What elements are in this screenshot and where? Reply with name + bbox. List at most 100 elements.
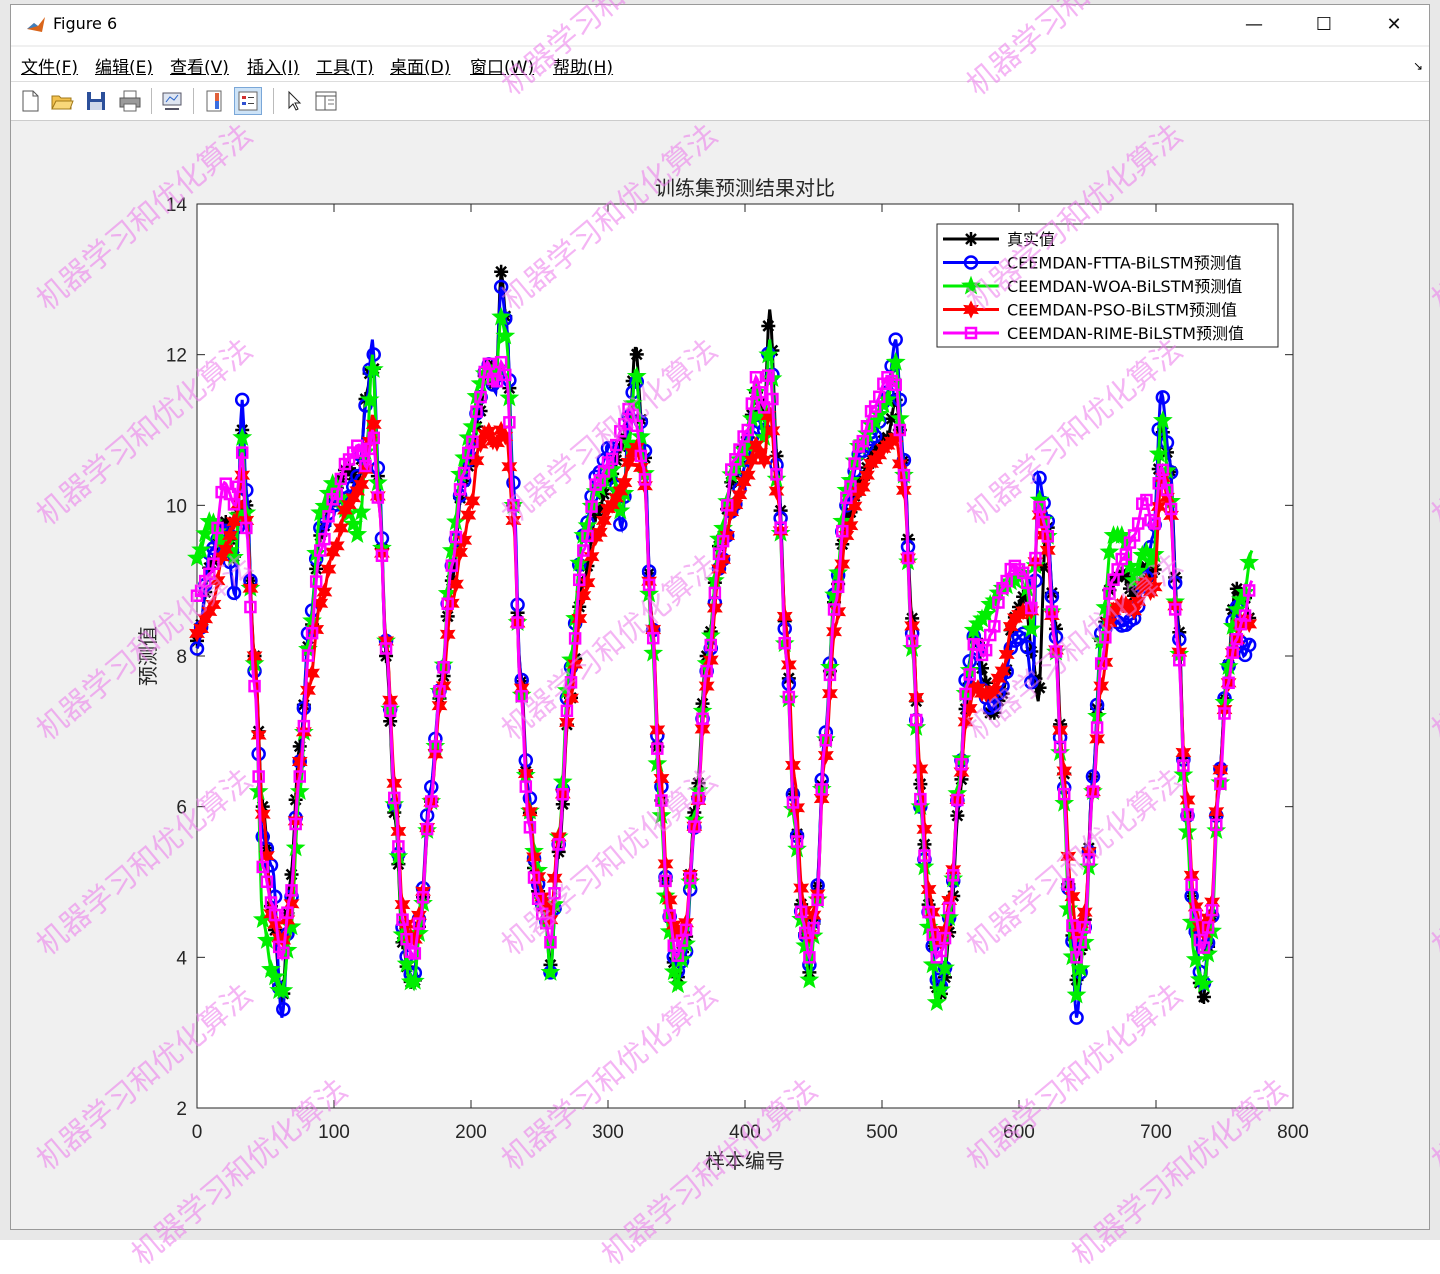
series-marker: [831, 580, 845, 594]
series-marker: [756, 450, 773, 470]
series-marker: [920, 880, 937, 899]
series-marker: [453, 483, 467, 496]
series-marker: [994, 661, 1011, 681]
series-marker: [1156, 463, 1170, 477]
y-tick-label: 6: [176, 798, 187, 819]
series-marker: [351, 501, 372, 521]
series-marker: [609, 438, 623, 452]
series-marker: [612, 481, 629, 501]
toolbar-separator: [273, 88, 274, 114]
legend-marker: [964, 232, 978, 246]
series-marker: [332, 518, 349, 538]
menu-file[interactable]: 文件(F): [21, 58, 79, 78]
maximize-button[interactable]: ☐: [1315, 14, 1333, 35]
series-marker: [844, 480, 857, 493]
series-marker: [277, 946, 290, 960]
series-marker: [995, 686, 1010, 701]
series-marker: [322, 510, 335, 523]
menu-window[interactable]: 窗口(W): [470, 58, 535, 78]
series-marker: [1082, 853, 1096, 866]
menu-insert[interactable]: 插入(I): [247, 58, 300, 78]
menu-view[interactable]: 查看(V): [170, 58, 229, 78]
series-marker: [931, 979, 951, 999]
menu-desktop[interactable]: 桌面(D): [390, 58, 451, 78]
series-marker: [819, 733, 833, 747]
title-bar[interactable]: Figure 6 — ☐ ✕: [11, 5, 1429, 45]
legend-entry: CEEMDAN-WOA-BiLSTM预测值: [1007, 277, 1242, 296]
series-marker: [910, 713, 923, 727]
series-marker: [934, 944, 948, 958]
chart-svg[interactable]: 0 100 200 300 400 500 600 700 800 2 4 6 8 10 12 14 训练集预测…: [11, 121, 1429, 1229]
series-marker: [757, 401, 771, 414]
series-marker: [716, 534, 730, 548]
series-marker: [560, 704, 574, 718]
series-marker: [1000, 574, 1013, 588]
series-marker: [663, 909, 676, 922]
series-marker: [827, 603, 841, 616]
series-marker: [1181, 808, 1194, 821]
save-icon[interactable]: [83, 88, 109, 114]
series-marker: [232, 427, 253, 446]
series-marker: [240, 521, 253, 535]
series-marker: [762, 369, 775, 382]
series-marker: [1210, 818, 1223, 832]
series-marker: [226, 585, 242, 601]
series-marker: [786, 796, 800, 809]
series-marker: [651, 742, 664, 755]
series-marker: [626, 365, 647, 385]
print-icon[interactable]: [117, 88, 143, 114]
series-marker: [1033, 500, 1046, 514]
legend-marker: [964, 326, 978, 340]
series-marker: [758, 344, 779, 364]
series-marker: [235, 446, 249, 459]
select-pointer-icon[interactable]: [281, 88, 307, 114]
series-marker: [1041, 530, 1055, 543]
series-marker: [273, 980, 294, 999]
insert-colorbar-icon[interactable]: [201, 88, 227, 114]
series-marker: [739, 466, 756, 485]
series-marker: [462, 416, 483, 436]
close-button[interactable]: ✕: [1386, 14, 1402, 35]
series-marker: [591, 523, 608, 542]
series-marker: [696, 712, 709, 725]
series-marker: [301, 649, 315, 662]
series-marker: [955, 758, 968, 771]
series-marker: [420, 822, 434, 836]
x-tick-label: 500: [866, 1122, 898, 1143]
figure-canvas-area: 0 100 200 300 400 500 600 700 800 2 4 6 8 10 12 14 训练集预测…: [11, 121, 1429, 1229]
menu-help[interactable]: 帮助(H): [553, 58, 614, 78]
dock-arrow-icon[interactable]: ↘: [1412, 59, 1423, 73]
series-marker: [823, 668, 837, 682]
toolbar-separator: [193, 88, 194, 114]
link-plot-icon[interactable]: [159, 88, 185, 114]
series-marker: [667, 974, 688, 994]
desktop-background: Figure 6 — ☐ ✕ 文件(F) 编辑(E) 查看(V) 插入(I) 工…: [0, 0, 1440, 1240]
series-marker: [1053, 740, 1067, 754]
series-marker: [761, 318, 776, 333]
series-marker: [1078, 920, 1092, 934]
menu-bar: 文件(F) 编辑(E) 查看(V) 插入(I) 工具(T) 桌面(D) 窗口(W…: [11, 47, 1429, 82]
insert-legend-icon[interactable]: [234, 87, 262, 115]
series-marker: [698, 676, 715, 696]
series-marker: [519, 780, 533, 793]
menu-edit[interactable]: 编辑(E): [95, 58, 154, 78]
property-inspector-icon[interactable]: [313, 88, 339, 114]
series-marker: [975, 661, 990, 676]
series-marker: [1205, 903, 1219, 917]
series-marker: [1126, 601, 1142, 620]
series-marker: [634, 449, 648, 463]
open-file-icon[interactable]: [49, 88, 75, 114]
minimize-button[interactable]: —: [1245, 14, 1263, 35]
series-marker: [901, 551, 915, 565]
series-marker: [897, 468, 911, 482]
series-marker: [1131, 517, 1145, 530]
series-marker: [653, 769, 670, 788]
series-marker: [1056, 761, 1073, 781]
series-marker: [843, 505, 858, 520]
menu-tools[interactable]: 工具(T): [316, 58, 374, 78]
series-marker: [1069, 1010, 1084, 1025]
y-tick-label: 10: [166, 496, 187, 517]
series-marker: [1185, 878, 1198, 892]
series-marker: [281, 906, 294, 919]
new-figure-icon[interactable]: [17, 88, 43, 114]
